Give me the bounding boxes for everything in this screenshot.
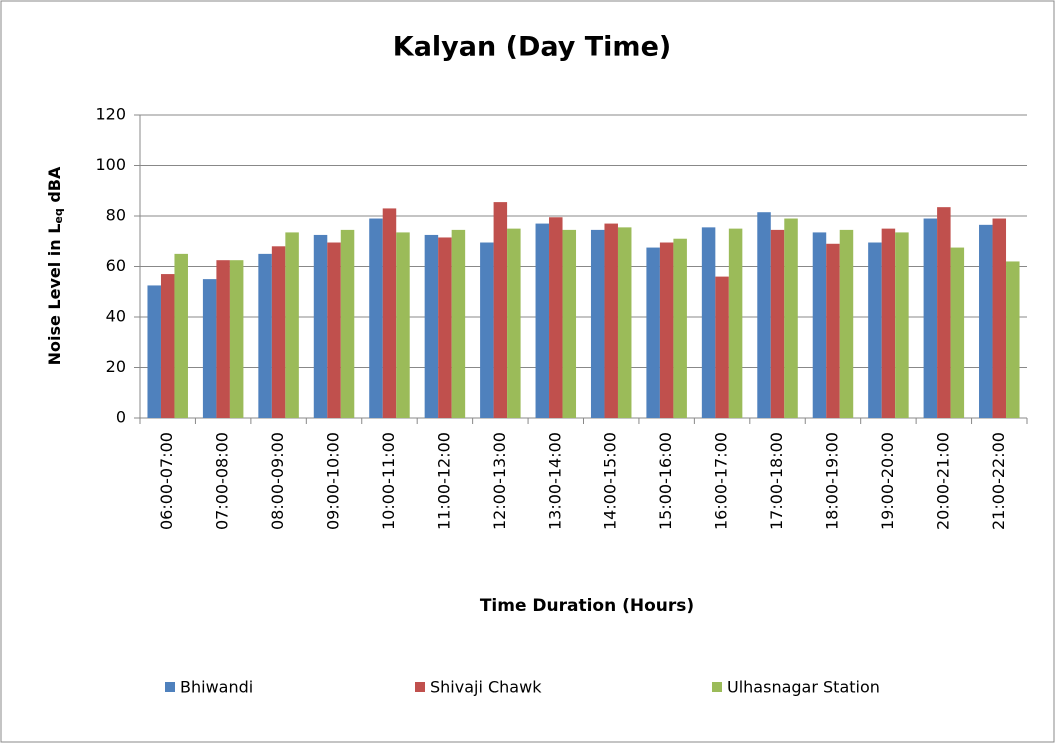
bar	[812, 232, 827, 418]
legend-label: Bhiwandi	[180, 678, 253, 697]
y-tick-label: 60	[106, 256, 126, 275]
bar	[617, 227, 632, 418]
bar	[881, 228, 896, 418]
bar	[160, 274, 175, 418]
bar	[369, 218, 383, 418]
y-axis-label-main: Noise Level in L	[45, 224, 64, 366]
legend-swatch	[712, 682, 722, 692]
bar	[493, 202, 508, 418]
legend-swatch	[415, 682, 425, 692]
bar	[604, 223, 618, 418]
bar	[174, 253, 188, 418]
y-tick-label: 120	[95, 105, 126, 124]
bar	[340, 229, 355, 418]
legend-label: Shivaji Chawk	[430, 678, 542, 697]
legend-swatch	[165, 682, 175, 692]
bar	[992, 218, 1007, 418]
bar	[424, 234, 439, 418]
bar	[1006, 261, 1020, 418]
bar	[258, 253, 272, 418]
bar	[285, 232, 299, 418]
bar	[549, 217, 563, 418]
x-tick-label: 15:00-16:00	[656, 432, 675, 530]
x-tick-label: 21:00-22:00	[989, 432, 1008, 530]
bar	[826, 243, 840, 418]
bar	[451, 229, 466, 418]
x-tick-label: 12:00-13:00	[490, 432, 509, 530]
x-tick-label: 10:00-11:00	[379, 432, 398, 530]
bar	[979, 224, 993, 418]
x-tick-label: 08:00-09:00	[268, 432, 287, 530]
bar	[673, 238, 687, 418]
bar	[590, 229, 605, 418]
bar	[507, 228, 521, 418]
bar	[202, 279, 217, 418]
bar	[382, 208, 397, 418]
x-tick-label: 20:00-21:00	[933, 432, 952, 530]
x-tick-label: 06:00-07:00	[157, 432, 176, 530]
bar	[839, 229, 854, 418]
bar	[562, 229, 577, 418]
y-axis-label-sub: eq	[52, 208, 65, 223]
bar	[923, 218, 938, 418]
bar	[313, 234, 328, 418]
y-axis-label-unit: dBA	[45, 166, 64, 208]
bar	[770, 229, 785, 418]
x-tick-label: 16:00-17:00	[712, 432, 731, 530]
x-tick-label: 07:00-08:00	[213, 432, 232, 530]
bar	[715, 276, 729, 418]
x-axis-label: Time Duration (Hours)	[480, 596, 694, 616]
x-tick-label: 17:00-18:00	[767, 432, 786, 530]
x-tick-label: 09:00-10:00	[324, 432, 343, 530]
x-tick-label: 18:00-19:00	[822, 432, 841, 530]
bar	[216, 260, 230, 418]
x-tick-label: 11:00-12:00	[434, 432, 453, 530]
bar	[147, 285, 161, 418]
y-axis-label: Noise Level in Leq dBA	[45, 166, 66, 365]
bar	[646, 247, 660, 418]
x-tick-label: 14:00-15:00	[601, 432, 620, 530]
bar	[229, 260, 244, 418]
x-tick-label: 19:00-20:00	[878, 432, 897, 530]
bar	[784, 218, 798, 418]
y-tick-label: 80	[106, 206, 126, 225]
bar	[271, 246, 286, 418]
bar	[937, 207, 951, 418]
bar	[757, 212, 771, 418]
x-tick-label: 13:00-14:00	[545, 432, 564, 530]
chart-title: Kalyan (Day Time)	[393, 32, 671, 63]
bar	[659, 242, 674, 418]
bar	[480, 242, 494, 418]
y-tick-label: 40	[106, 307, 126, 326]
bar	[438, 237, 452, 418]
bar	[701, 227, 716, 418]
bar	[327, 242, 341, 418]
bar	[868, 242, 882, 418]
legend-label: Ulhasnagar Station	[727, 678, 880, 697]
y-tick-label: 20	[106, 357, 126, 376]
bar	[396, 232, 410, 418]
y-tick-label: 100	[95, 155, 126, 174]
y-tick-label: 0	[116, 408, 126, 427]
bar	[535, 223, 550, 418]
bar	[728, 228, 743, 418]
bar	[950, 247, 965, 418]
bar	[895, 232, 909, 418]
